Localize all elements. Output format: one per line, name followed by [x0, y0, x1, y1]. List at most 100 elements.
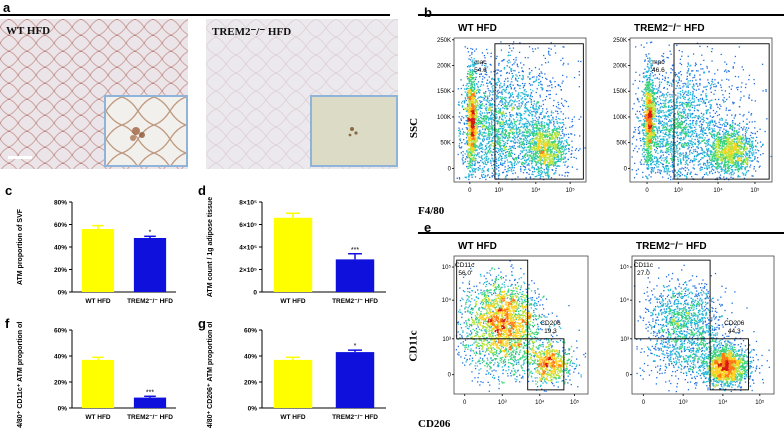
flow-b-ko-y-tick-label: 0 [624, 166, 628, 172]
x-tick-label-f-1: TREM2⁻/⁻ HFD [127, 414, 173, 421]
y-tick-label-f: 60% [54, 328, 67, 335]
bar-c-0 [82, 229, 114, 292]
bar-d-0 [274, 218, 312, 292]
wt-inset [104, 95, 188, 167]
y-tick-label-f: 0% [58, 406, 68, 413]
flow-e-wt-x-tick-label: 0 [463, 400, 467, 406]
flow-e-ko-y-tick-label: 10⁴ [620, 297, 630, 304]
flow-e-ko-y-tick-label: 0 [626, 373, 630, 379]
flow-e-ko-gate-value: 44.3 [728, 328, 741, 335]
panel-b-ylabel: SSC [408, 118, 420, 138]
flow-e-ko-frame [632, 256, 774, 394]
flow-b-ko-x-tick-label: 0 [645, 188, 649, 194]
bar-f-0 [82, 360, 114, 408]
flow-e-ko-gate-name: CD11c [634, 262, 654, 269]
flow-e-ko-title: TREM2⁻/⁻ HFD [636, 241, 707, 252]
panel-a-letter: a [3, 0, 10, 15]
flow-b-ko-gate-value: 46.6 [652, 67, 665, 74]
y-tick-label-g: 40% [244, 354, 257, 361]
flow-b-ko-y-tick-label: 50K [616, 141, 627, 147]
flow-e-wt-title: WT HFD [458, 241, 497, 252]
flow-b-wt-x-tick-label: 10⁵ [566, 187, 576, 194]
bar-d-1 [336, 259, 374, 292]
flow-b-wt-y-tick-label: 150K [437, 89, 451, 95]
flow-e-ko-x-tick-label: 10⁵ [755, 399, 765, 406]
flow-e-wt-y-tick-label: 10⁴ [442, 297, 452, 304]
ko-micrograph-label: TREM2⁻/⁻ HFD [212, 25, 291, 38]
x-tick-label-g-1: TREM2⁻/⁻ HFD [332, 414, 378, 421]
flow-b-wt-title: WT HFD [458, 23, 497, 34]
bar-chart-svg-f: F4/80⁺ CD11c⁺ ATM proportion of SVF 0% 20%… [10, 322, 190, 428]
bar-chart-f: F4/80⁺ CD11c⁺ ATM proportion of SVF 0% 20%… [10, 322, 190, 428]
panel-e-ylabel: CD11c [408, 330, 420, 361]
flow-b-wt-y-tick-label: 250K [437, 38, 451, 44]
flow-b-ko-x-tick-label: 10³ [674, 188, 683, 194]
flow-e-wt-gate-name: CD11c [455, 262, 475, 269]
significance-d-1: *** [351, 247, 359, 254]
x-tick-label-f-0: WT HFD [85, 414, 111, 421]
flow-b-wt-x-tick-label: 10³ [495, 188, 504, 194]
y-tick-label-c: 40% [54, 245, 67, 252]
x-tick-label-d-1: TREM2⁻/⁻ HFD [332, 298, 378, 305]
flow-b-wt-y-tick-label: 0 [448, 166, 452, 172]
flow-b-ko-x-tick-label: 10⁵ [750, 187, 760, 194]
y-axis-label-f: F4/80⁺ CD11c⁺ ATM proportion of SVF [17, 322, 24, 428]
x-tick-label-c-0: WT HFD [85, 298, 111, 305]
ko-inset-image [312, 97, 396, 165]
wt-micrograph-label: WT HFD [6, 25, 50, 37]
y-tick-label-g: 0% [248, 406, 258, 413]
flow-e-ko-gate-name: CD206 [724, 320, 745, 327]
y-tick-label-c: 80% [54, 200, 67, 207]
panel-a-rule [0, 14, 390, 16]
flow-e-ko-x-tick-label: 10³ [679, 400, 688, 406]
y-tick-label-d: 8×10⁵ [239, 200, 257, 207]
y-tick-label-d: 4×10⁵ [239, 245, 257, 252]
significance-c-1: * [149, 229, 152, 236]
y-tick-label-d: 6×10⁵ [239, 222, 257, 229]
significance-f-1: *** [146, 389, 154, 396]
flow-e-ko-x-tick-label: 0 [642, 400, 646, 406]
wt-micrograph: WT HFD [0, 19, 188, 169]
flow-b-wt-y-tick-label: 200K [437, 64, 451, 70]
flow-e-wt-y-tick-label: 0 [448, 373, 452, 379]
flow-e-wt-x-tick-label: 10⁴ [535, 399, 545, 406]
x-tick-label-d-0: WT HFD [280, 298, 306, 305]
flow-b-wt-gate-name: mac [474, 59, 487, 66]
flow-e-ko-y-tick-label: 10³ [620, 337, 629, 343]
y-axis-label-d: ATM count / 1g adipose tissue [207, 197, 214, 297]
bar-c-1 [134, 238, 166, 292]
flow-b-ko-y-tick-label: 200K [613, 64, 627, 70]
flow-b-ko-title: TREM2⁻/⁻ HFD [634, 23, 705, 34]
bar-g-0 [274, 360, 312, 408]
flow-b-wt-y-tick-label: 50K [440, 141, 451, 147]
x-tick-label-g-0: WT HFD [280, 414, 306, 421]
flow-e-wt-gate-value: 19.3 [544, 328, 557, 335]
y-axis-label-g: F4/80⁺ CD206⁺ ATM proportion of SVF [207, 322, 214, 428]
bar-g-1 [336, 352, 374, 408]
flow-b-ko-y-tick-label: 150K [613, 89, 627, 95]
ko-micrograph: TREM2⁻/⁻ HFD [206, 19, 398, 169]
wt-inset-image [106, 97, 186, 165]
flow-b-ko-y-tick-label: 100K [613, 115, 627, 121]
panel-f-letter: f [5, 316, 9, 331]
panel-e-xlabel: CD206 [418, 418, 450, 430]
x-tick-label-c-1: TREM2⁻/⁻ HFD [127, 298, 173, 305]
y-tick-label-g: 60% [244, 328, 257, 335]
y-tick-label-f: 20% [54, 380, 67, 387]
flow-e-wt-gate-value: 56.0 [458, 270, 471, 277]
panel-b-rule [418, 14, 784, 16]
flow-b-wt-x-tick-label: 0 [468, 188, 472, 194]
flow-b-ko-y-tick-label: 250K [613, 38, 627, 44]
flow-e-ko-x-tick-label: 10⁴ [718, 399, 728, 406]
scale-bar [8, 156, 32, 159]
flow-e-ko-gate-value: 27.0 [637, 270, 650, 277]
